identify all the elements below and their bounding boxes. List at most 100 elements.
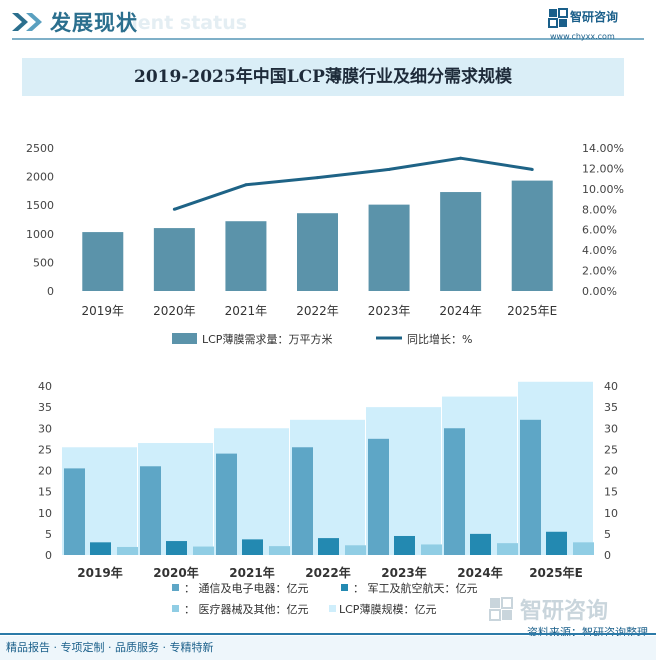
x-tick-label: 2022年 [305, 565, 350, 580]
legend-label-military: ： 军工及航空航天：亿元 [353, 581, 478, 595]
y-tick-label: 10 [38, 507, 52, 520]
legend-label-demand: LCP薄膜需求量：万平方米 [202, 332, 332, 346]
legend-label-medical: ： 医疗器械及其他：亿元 [184, 602, 309, 616]
military-bar [90, 542, 111, 555]
chart-market-size: 0 0 5 5 10 10 15 15 20 20 25 25 30 30 35 35 40 40 2019年 202… [38, 380, 618, 616]
growth-line [173, 156, 533, 211]
y2-tick-label: 35 [604, 401, 618, 414]
y-tick-label: 20 [38, 465, 52, 478]
y-tick-label: 0 [47, 285, 54, 298]
y2-tick-label: 12.00% [582, 162, 624, 175]
comm-bar [216, 453, 237, 555]
y-tick-label: 0 [45, 549, 52, 562]
y-tick-label: 25 [38, 443, 52, 456]
y-tick-label: 30 [38, 422, 52, 435]
military-bar [242, 539, 263, 555]
x-tick-label: 2019年 [82, 304, 125, 318]
military-bar [470, 533, 491, 555]
legend-label-comm: ： 通信及电子电器：亿元 [184, 582, 309, 595]
comm-bar [64, 468, 85, 555]
x-tick-label: 2020年 [153, 565, 198, 580]
y-tick-label: 35 [38, 401, 52, 414]
medical-bar [497, 543, 518, 555]
comm-bar [140, 466, 161, 555]
growth-point [172, 207, 176, 211]
y2-tick-label: 5 [604, 528, 611, 541]
y2-tick-label: 4.00% [582, 244, 617, 257]
y2-tick-label: 20 [604, 465, 618, 478]
brand-logo-block: 智研咨询 www.chyxx.com [548, 6, 638, 42]
demand-bar [153, 228, 195, 291]
x-tick-label: 2025年E [529, 565, 583, 580]
y-tick-label: 500 [33, 256, 54, 269]
header-divider [12, 38, 644, 40]
x-tick-label: 2025年E [507, 304, 557, 318]
header-ghost-text: ment status [118, 12, 248, 34]
y-tick-label: 15 [38, 486, 52, 499]
x-tick-label: 2019年 [77, 565, 122, 580]
comm-bar [292, 447, 313, 555]
military-bar [394, 535, 415, 555]
comm-bar [520, 419, 541, 555]
military-bar [318, 538, 339, 555]
chart-demand: 0 500 1000 1500 2000 2500 0.00% 2.00% 4.00% 6.00%… [26, 142, 624, 346]
x-tick-label: 2020年 [153, 304, 196, 318]
demand-bar [440, 192, 482, 291]
y-tick-label: 40 [38, 380, 52, 393]
legend-label-total: LCP薄膜规模：亿元 [339, 602, 436, 616]
growth-point [459, 156, 463, 160]
x-tick-label: 2022年 [296, 304, 339, 318]
military-bar [166, 541, 187, 555]
medical-bar [269, 546, 290, 555]
legend-swatch-demand [172, 333, 197, 344]
medical-bar [117, 546, 138, 555]
watermark-text: 智研咨询 [520, 598, 608, 624]
comm-bar [444, 428, 465, 555]
y2-tick-label: 0.00% [582, 285, 617, 298]
y-tick-label: 2000 [26, 171, 54, 184]
comm-bar [368, 438, 389, 555]
header-bar: ment status 发展现状 智研咨询 www.chyxx.com [0, 0, 656, 46]
growth-point [530, 167, 534, 171]
brand-url: www.chyxx.com [550, 32, 615, 41]
legend-swatch-military [341, 584, 348, 591]
y-tick-label: 2500 [26, 142, 54, 155]
source-note: 资料来源：智研咨询整理 [527, 624, 648, 640]
x-tick-label: 2023年 [368, 304, 411, 318]
medical-bar [345, 545, 366, 555]
brand-name: 智研咨询 [570, 10, 619, 24]
medical-bar [421, 544, 442, 555]
watermark-logo-icon: 智研咨询 [489, 597, 608, 624]
growth-point [387, 167, 391, 171]
y-tick-label: 1000 [26, 228, 54, 241]
y2-tick-label: 6.00% [582, 224, 617, 237]
y2-tick-label: 40 [604, 380, 618, 393]
demand-bar [225, 221, 267, 291]
military-bar [546, 531, 567, 555]
y2-tick-label: 15 [604, 486, 618, 499]
growth-point [316, 176, 319, 180]
figure-title: 2019-2025年中国LCP薄膜行业及细分需求规模 [134, 67, 512, 87]
brand-logo-icon [548, 8, 568, 28]
y2-tick-label: 10 [604, 507, 618, 520]
x-tick-label: 2024年 [439, 304, 482, 318]
footer-divider [0, 633, 656, 635]
demand-bar [297, 213, 338, 291]
growth-point [244, 183, 248, 187]
x-tick-label: 2023年 [381, 565, 426, 580]
x-tick-label: 2021年 [225, 304, 268, 318]
double-chevron-icon [12, 13, 42, 31]
legend-swatch-medical [172, 605, 179, 612]
demand-bar [511, 180, 553, 291]
y2-tick-label: 8.00% [582, 203, 617, 216]
y2-tick-label: 2.00% [582, 265, 617, 278]
x-tick-label: 2021年 [229, 565, 274, 580]
figure-title-band: 2019-2025年中国LCP薄膜行业及细分需求规模 [22, 58, 624, 96]
y-tick-label: 5 [45, 528, 52, 541]
header-title: 发展现状 [50, 11, 138, 35]
legend-swatch-comm [172, 584, 179, 591]
demand-bar [368, 204, 410, 291]
footer-bar [0, 636, 656, 660]
y-tick-label: 1500 [26, 199, 54, 212]
y2-tick-label: 25 [604, 443, 618, 456]
